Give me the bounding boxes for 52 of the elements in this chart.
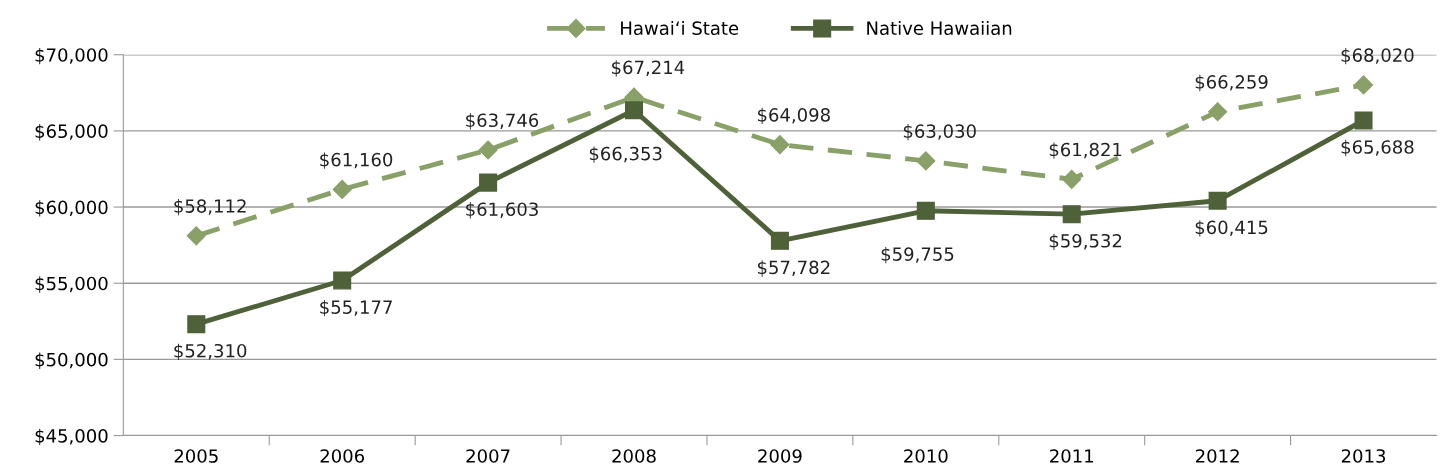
- data-label: $58,112: [174, 198, 246, 216]
- point: [332, 179, 352, 199]
- y-tick-label: $65,000: [35, 124, 108, 141]
- data-label: $63,746: [466, 113, 539, 130]
- y-tick-label: $70,000: [35, 47, 108, 65]
- x-tick-label: 2012: [1195, 449, 1239, 463]
- data-label: $55,177: [320, 299, 392, 317]
- data-label: $60,415: [1195, 220, 1268, 237]
- point: [770, 231, 789, 250]
- data-label: $59,755: [881, 246, 954, 264]
- x-tick-label: 2010: [904, 449, 948, 463]
- data-label: $61,160: [320, 152, 393, 169]
- point: [1208, 102, 1228, 122]
- x-tick-label: 2006: [320, 449, 365, 463]
- data-label: $68,020: [1341, 47, 1414, 65]
- x-tick-label: 2011: [1050, 449, 1094, 463]
- x-tick-label: 2013: [1341, 449, 1386, 463]
- y-tick-label: $50,000: [35, 352, 108, 369]
- point: [916, 201, 935, 220]
- data-label: $61,603: [466, 202, 538, 219]
- point: [770, 135, 790, 155]
- x-tick-label: 2009: [758, 449, 802, 463]
- data-label: $63,030: [903, 123, 976, 141]
- point: [1354, 75, 1374, 95]
- x-tick-label: 2005: [174, 449, 218, 463]
- point: [479, 173, 498, 192]
- point: [1062, 205, 1081, 224]
- data-label: $52,310: [174, 343, 247, 361]
- legend-label: Native Hawaiian: [867, 21, 1012, 35]
- point: [187, 315, 206, 334]
- data-label: $66,259: [1195, 74, 1268, 92]
- y-tick-label: $55,000: [35, 276, 108, 293]
- point: [624, 101, 644, 120]
- y-tick-label: $60,000: [35, 200, 108, 217]
- point: [1208, 191, 1227, 210]
- data-label: $61,821: [1049, 142, 1122, 159]
- data-label: $66,353: [589, 146, 662, 163]
- point: [916, 151, 936, 171]
- data-label: $65,688: [1341, 139, 1414, 157]
- data-label: $57,782: [757, 260, 830, 277]
- point: [333, 271, 352, 290]
- point: [1354, 111, 1373, 130]
- legend-label: Hawai‘i State: [621, 21, 739, 35]
- data-label: $64,098: [757, 107, 830, 125]
- point: [186, 226, 206, 246]
- point: [1062, 169, 1082, 189]
- point: [478, 140, 498, 160]
- y-tick-label: $45,000: [35, 428, 108, 446]
- x-tick-label: 2007: [466, 449, 510, 463]
- x-tick-label: 2008: [612, 449, 656, 463]
- data-label: $67,214: [612, 60, 685, 77]
- data-label: $59,532: [1049, 233, 1122, 251]
